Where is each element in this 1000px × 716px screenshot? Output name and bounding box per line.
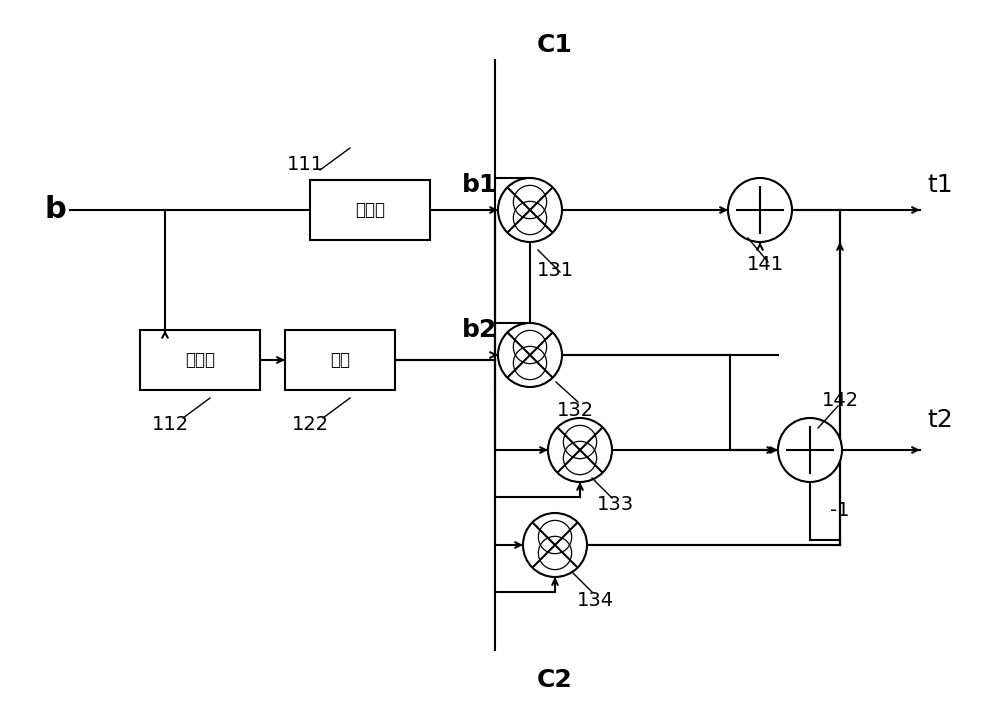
Text: C2: C2 [537, 668, 573, 692]
Circle shape [728, 178, 792, 242]
Text: t1: t1 [927, 173, 953, 197]
Text: t2: t2 [927, 408, 953, 432]
Text: -1: -1 [830, 500, 850, 520]
Circle shape [778, 418, 842, 482]
Text: 下抽样: 下抽样 [185, 351, 215, 369]
Text: b: b [44, 195, 66, 225]
Circle shape [548, 418, 612, 482]
Bar [495, 210, 530, 355]
Bar [285, 330, 395, 390]
Text: 141: 141 [746, 256, 784, 274]
Circle shape [523, 513, 587, 577]
Bar [140, 330, 260, 390]
Text: b1: b1 [462, 173, 498, 197]
Text: 133: 133 [596, 495, 634, 515]
Text: 134: 134 [576, 591, 614, 609]
Circle shape [498, 178, 562, 242]
Text: C1: C1 [537, 33, 573, 57]
Text: 112: 112 [151, 415, 189, 435]
Text: 下抽样: 下抽样 [355, 201, 385, 219]
Text: 132: 132 [556, 400, 594, 420]
Circle shape [498, 323, 562, 387]
Bar [310, 180, 430, 240]
Text: 返叶: 返叶 [330, 351, 350, 369]
Text: 111: 111 [286, 155, 324, 175]
Text: 131: 131 [536, 261, 574, 279]
Text: 122: 122 [291, 415, 329, 435]
Text: b2: b2 [462, 318, 498, 342]
Text: 142: 142 [821, 390, 859, 410]
